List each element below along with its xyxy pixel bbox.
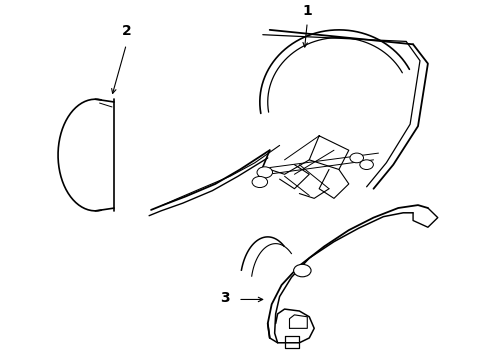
Text: 3: 3 [220, 291, 230, 305]
Circle shape [294, 264, 311, 277]
Circle shape [257, 167, 272, 178]
Circle shape [360, 160, 373, 170]
Circle shape [350, 153, 364, 163]
Circle shape [252, 176, 268, 188]
Text: 2: 2 [122, 23, 131, 37]
Text: 1: 1 [302, 4, 312, 18]
